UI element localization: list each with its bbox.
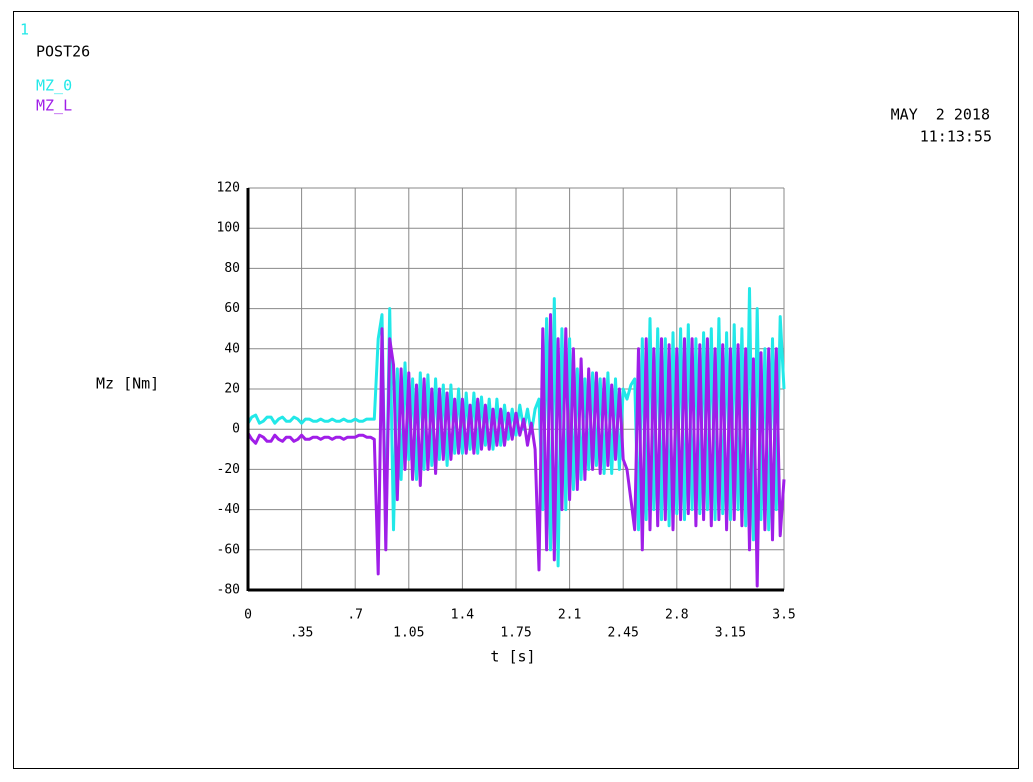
window-number: 1 [20,21,29,39]
date: MAY 2 2018 [891,106,990,124]
y-tick-label: -60 [217,542,240,557]
y-tick-label: -80 [217,583,240,598]
y-tick-label: 20 [224,382,240,397]
legend-entry: MZ_L [36,97,72,115]
x-tick-label: 3.15 [715,626,746,641]
y-tick-label: 40 [224,341,240,356]
y-tick-label: 120 [217,181,240,196]
x-tick-label: .7 [347,608,363,623]
chart-title: POST26 [36,43,90,61]
y-tick-label: 60 [224,301,240,316]
x-tick-label: .35 [290,626,313,641]
x-tick-label: 2.1 [558,608,581,623]
y-tick-label: 100 [217,221,240,236]
series-line [246,313,786,588]
legend-entry: MZ_0 [36,77,72,95]
y-tick-label: 0 [232,422,240,437]
x-tick-label: 1.4 [451,608,475,623]
time: 11:13:55 [920,128,992,146]
y-tick-label: -40 [217,502,240,517]
frame [13,11,1019,769]
y-axis-label: Mz [Nm] [96,375,159,393]
x-axis-label: t [s] [490,648,535,666]
x-tick-label: 3.5 [772,608,795,623]
x-tick-label: 1.05 [393,626,424,641]
x-tick-label: 2.8 [665,608,688,623]
y-tick-label: -20 [217,462,240,477]
x-tick-label: 0 [244,608,252,623]
x-tick-label: 2.45 [608,626,639,641]
x-tick-label: 1.75 [500,626,531,641]
y-tick-label: 80 [224,261,240,276]
